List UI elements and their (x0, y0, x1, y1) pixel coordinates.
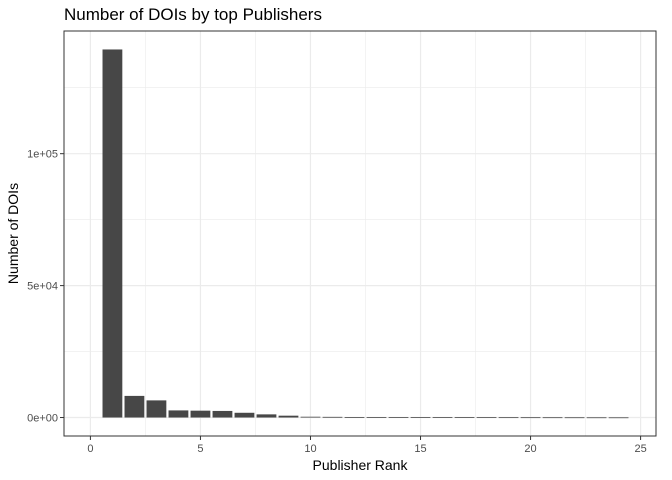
bar (520, 417, 541, 419)
x-tick-label: 15 (414, 443, 426, 455)
chart-title: Number of DOIs by top Publishers (64, 5, 322, 24)
bar (278, 415, 299, 418)
bar (212, 410, 233, 418)
bar (454, 417, 475, 418)
bar (322, 416, 343, 418)
major-gridlines (64, 31, 656, 436)
bar (388, 417, 409, 418)
bar (234, 412, 255, 418)
bar (432, 417, 453, 418)
x-tick-label: 10 (304, 443, 316, 455)
bar (102, 49, 123, 418)
panel-border (63, 30, 657, 437)
bar (146, 400, 167, 418)
bar (344, 417, 365, 418)
y-tick-label: 0e+00 (27, 413, 58, 425)
bar (366, 417, 387, 418)
x-tick-label: 5 (197, 443, 203, 455)
x-tick-label: 0 (87, 443, 93, 455)
bar (410, 417, 431, 418)
x-tick-label: 20 (524, 443, 536, 455)
bar (190, 410, 211, 418)
bar (256, 414, 277, 418)
y-tick-label: 1e+05 (27, 149, 58, 161)
minor-gridlines (64, 31, 656, 436)
bar (586, 417, 607, 419)
x-tick-label: 25 (634, 443, 646, 455)
bars (102, 49, 629, 419)
bar (542, 417, 563, 419)
bar (300, 416, 321, 418)
bar (564, 417, 585, 419)
x-axis: 0 5 10 15 20 25 (87, 436, 647, 455)
bar (608, 417, 629, 419)
y-tick-label: 5e+04 (27, 281, 58, 293)
bar (498, 417, 519, 419)
x-axis-title: Publisher Rank (313, 457, 409, 473)
y-axis: 0e+00 5e+04 1e+05 (27, 149, 64, 425)
bar (476, 417, 497, 419)
y-axis-title: Number of DOIs (5, 183, 21, 284)
bar (124, 395, 145, 418)
bar (168, 410, 189, 418)
